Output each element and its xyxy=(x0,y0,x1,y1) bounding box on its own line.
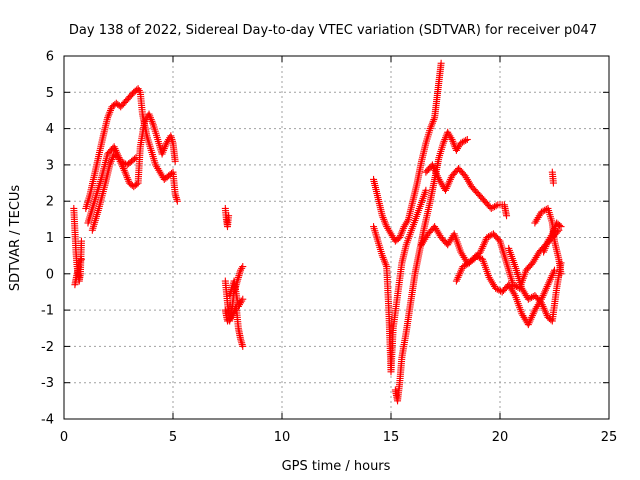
x-tick-label: 20 xyxy=(492,430,509,445)
y-tick-label: 0 xyxy=(46,267,54,282)
data-point-marker xyxy=(503,212,511,220)
x-tick-label: 0 xyxy=(60,430,68,445)
y-tick-labels: -4 -3 -2 -1 0 1 2 3 4 5 6 xyxy=(41,50,54,428)
data-point-marker xyxy=(551,266,558,274)
data-point-marker xyxy=(549,179,557,187)
data-points xyxy=(70,59,565,405)
x-axis-label: GPS time / hours xyxy=(282,459,391,474)
y-tick-label: 6 xyxy=(46,50,54,65)
data-point-marker xyxy=(171,157,179,165)
y-tick-label: 5 xyxy=(46,86,54,101)
x-tick-labels: 0 5 10 15 20 25 xyxy=(60,430,617,445)
data-point-marker xyxy=(77,255,85,263)
data-point-marker xyxy=(133,180,141,188)
data-point-marker xyxy=(437,59,445,67)
grid-lines xyxy=(64,56,609,419)
y-tick-label: 4 xyxy=(46,122,54,137)
data-point-marker xyxy=(460,137,468,145)
data-point-marker xyxy=(462,136,470,144)
y-tick-label: -2 xyxy=(41,340,54,355)
x-tick-label: 25 xyxy=(601,430,618,445)
x-tick-label: 15 xyxy=(383,430,400,445)
data-point-marker xyxy=(225,212,233,220)
data-point-marker xyxy=(491,203,499,211)
data-point-marker xyxy=(77,237,85,245)
chart-title: Day 138 of 2022, Sidereal Day-to-day VTE… xyxy=(69,23,597,38)
data-point-marker xyxy=(556,221,564,229)
data-point-marker xyxy=(239,263,247,271)
data-point-marker xyxy=(492,202,500,210)
x-tick-label: 5 xyxy=(169,430,177,445)
data-point-marker xyxy=(132,154,140,162)
y-tick-label: 3 xyxy=(46,158,54,173)
data-point-marker xyxy=(239,295,247,303)
data-point-marker xyxy=(422,186,430,194)
data-point-marker xyxy=(130,155,138,163)
data-point-marker xyxy=(239,342,247,350)
y-tick-label: -1 xyxy=(41,304,54,319)
data-point-marker xyxy=(557,270,565,278)
data-point-marker xyxy=(463,135,471,143)
data-point-marker xyxy=(557,223,565,231)
x-tick-label: 10 xyxy=(274,430,291,445)
data-point-marker xyxy=(173,197,181,205)
y-tick-label: 1 xyxy=(46,231,54,246)
y-tick-label: 2 xyxy=(46,195,54,210)
axis-ticks xyxy=(63,55,610,420)
y-tick-label: -3 xyxy=(41,376,54,391)
y-axis-label: SDTVAR / TECUs xyxy=(8,185,23,292)
y-tick-label: -4 xyxy=(41,413,54,428)
